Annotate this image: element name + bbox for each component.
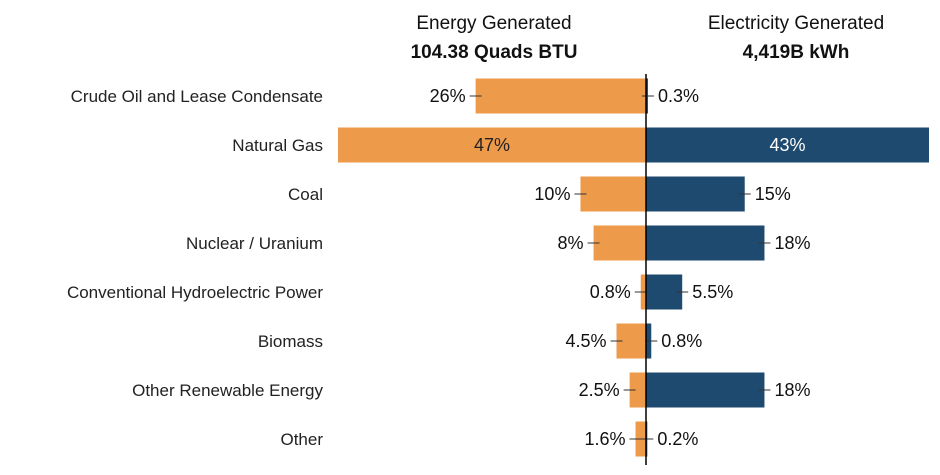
right-bar [646, 127, 929, 163]
right-bar [646, 176, 745, 212]
left-value-label: 2.5% [579, 380, 620, 400]
category-label: Other Renewable Energy [132, 381, 323, 400]
right-header-subtitle: 4,419B kWh [743, 42, 850, 63]
left-header-title: Energy Generated [416, 13, 571, 34]
category-label: Natural Gas [232, 136, 323, 155]
right-value-label: 5.5% [692, 282, 733, 302]
left-value-label: 8% [558, 233, 584, 253]
left-value-label: 0.8% [590, 282, 631, 302]
right-bar [646, 225, 765, 261]
right-value-label: 18% [774, 233, 810, 253]
category-labels: Crude Oil and Lease Condensate Natural Ga… [67, 87, 324, 449]
right-value-label: 15% [755, 184, 791, 204]
category-label: Coal [288, 185, 323, 204]
left-header-subtitle: 104.38 Quads BTU [411, 42, 578, 63]
right-value-label: 0.3% [658, 86, 699, 106]
right-bar [646, 274, 683, 310]
category-label: Biomass [258, 332, 323, 351]
left-bar [593, 225, 646, 261]
right-series-bars [646, 78, 929, 457]
left-series-bars [338, 78, 646, 457]
left-value-label: 26% [430, 86, 466, 106]
right-bar [646, 372, 765, 408]
right-value-label: 0.8% [661, 331, 702, 351]
left-value-label: 47% [474, 135, 510, 155]
left-bar [580, 176, 646, 212]
left-bar [338, 127, 646, 163]
right-value-label: 43% [769, 135, 805, 155]
left-value-label: 4.5% [565, 331, 606, 351]
left-value-label: 10% [534, 184, 570, 204]
category-label: Conventional Hydroelectric Power [67, 283, 323, 302]
left-bar [475, 78, 646, 114]
left-bar [629, 372, 646, 408]
right-value-label: 18% [774, 380, 810, 400]
right-header-title: Electricity Generated [708, 13, 884, 34]
category-label: Crude Oil and Lease Condensate [71, 87, 323, 106]
category-label: Nuclear / Uranium [186, 234, 323, 253]
category-label: Other [280, 430, 323, 449]
left-value-label: 1.6% [584, 429, 625, 449]
right-value-label: 0.2% [657, 429, 698, 449]
chart-headers: Energy Generated 104.38 Quads BTU Electr… [411, 13, 885, 63]
value-labels: 26% 0.3% 47% 43% 10% 15% 8% 18% 0.8% 5.5% 4.5% 0.8%… [430, 86, 811, 449]
